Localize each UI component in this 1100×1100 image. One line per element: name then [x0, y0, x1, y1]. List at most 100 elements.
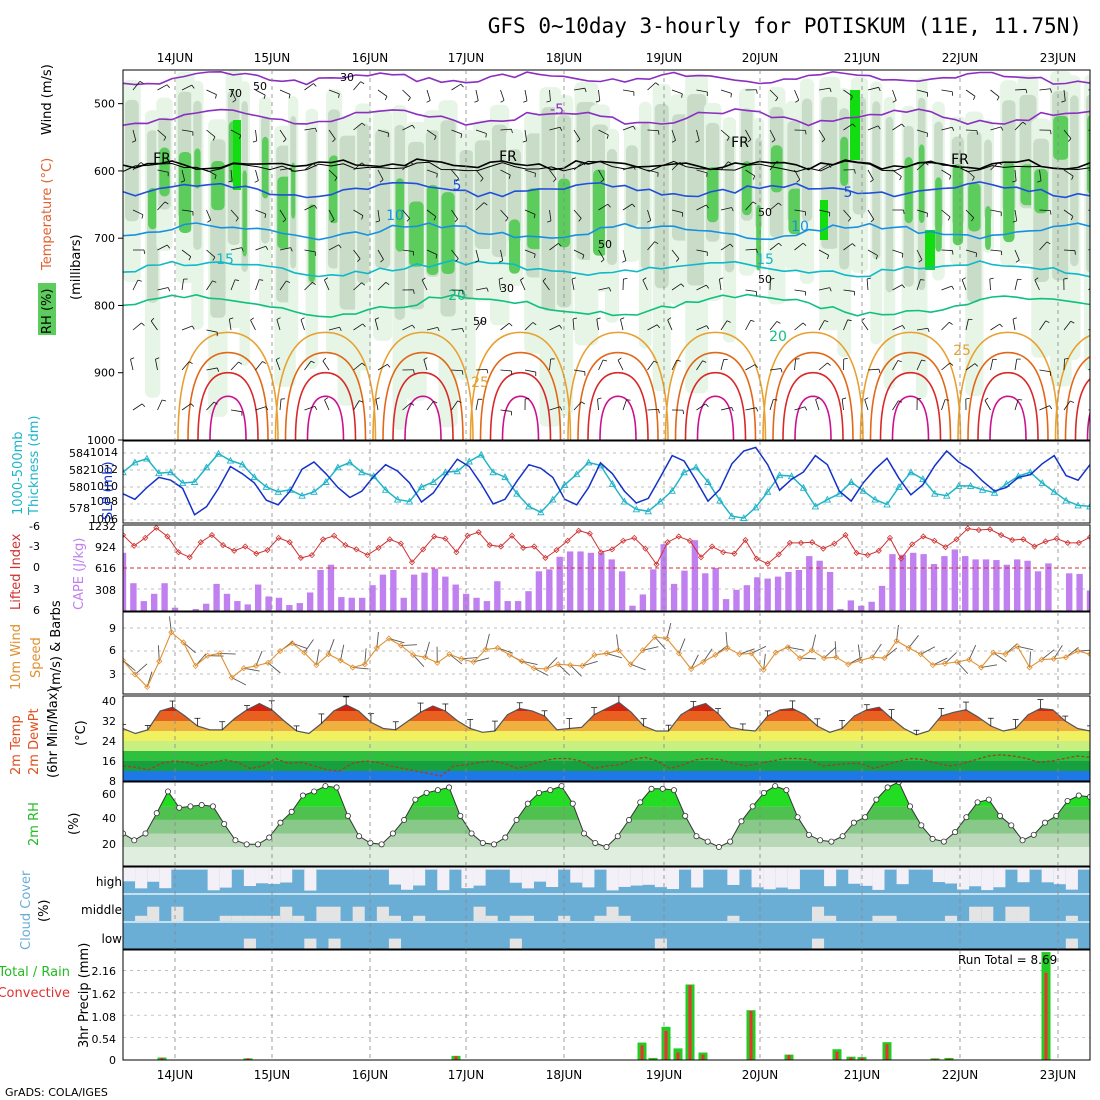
wind-barb — [377, 169, 384, 180]
wind-barb — [183, 642, 196, 654]
rh-band-mid — [507, 149, 522, 244]
cloud-cell — [243, 938, 256, 949]
wind-barb-flag — [433, 216, 437, 221]
wind-barb-flag — [265, 406, 269, 411]
wind-marker — [349, 664, 356, 671]
rh-marker — [1019, 837, 1026, 844]
li-marker — [431, 533, 438, 540]
cape-bar — [338, 597, 345, 611]
wind-marker — [688, 665, 695, 673]
wind-barb — [990, 209, 1002, 213]
cape-bar — [317, 569, 324, 611]
temp-contour-warm — [197, 371, 259, 440]
wind-marker — [289, 640, 296, 647]
temp-tick: 24 — [102, 735, 116, 748]
wind-barb — [745, 407, 757, 411]
day-label-top: 19JUN — [646, 51, 683, 65]
rh-marker — [153, 810, 160, 817]
rh-marker — [401, 816, 408, 823]
li-marker — [975, 526, 982, 534]
wind-barb — [181, 84, 193, 91]
wind-barb-flag — [596, 317, 601, 320]
thickness-marker — [274, 487, 282, 495]
thickness-marker — [835, 489, 844, 497]
thickness-marker — [346, 458, 354, 466]
wind-barb-flag — [462, 290, 464, 295]
day-label-bottom: 16JUN — [352, 1068, 389, 1082]
rh-marker — [952, 829, 959, 836]
wind-barb-flag — [902, 325, 906, 329]
wind-barb — [353, 282, 362, 291]
thickness-marker — [513, 489, 521, 497]
wind-marker — [639, 647, 646, 654]
cape-bar — [826, 571, 834, 611]
rh-band-mid — [885, 116, 894, 293]
wind-barb — [402, 161, 411, 171]
wind-barb-flag — [754, 364, 758, 368]
wind-barb — [451, 169, 459, 179]
wind-barb-flag — [163, 136, 167, 141]
temp-contour-label: FR — [731, 135, 749, 151]
wind-barb-flag — [947, 216, 951, 221]
wind-barb — [720, 359, 725, 371]
thickness-marker — [572, 470, 581, 478]
wind-barb-flag — [263, 94, 266, 100]
wind-barb-flag — [676, 359, 681, 362]
wind-barb — [1014, 399, 1019, 411]
rh-band-mid — [724, 137, 735, 273]
wind-barb-flag — [361, 122, 366, 126]
cloud-cell — [824, 915, 837, 921]
precip-total-label: Total / Rain — [0, 965, 70, 980]
wind-barb — [377, 282, 387, 291]
cape-bar — [743, 585, 751, 611]
wind-barb — [524, 129, 528, 141]
wind-marker — [446, 651, 453, 658]
wind-barb-flag — [324, 277, 328, 281]
rh-legend-swatch — [38, 283, 56, 335]
cloud-cell — [243, 867, 256, 887]
wind-barb — [671, 283, 682, 291]
rh-marker — [333, 784, 340, 791]
wind-barb — [500, 409, 512, 412]
cloud-cell — [932, 867, 945, 883]
cape-bar — [930, 564, 938, 611]
wind-barb-flag — [667, 317, 672, 321]
temp-contour-warm — [587, 371, 649, 440]
cape-bar — [754, 577, 761, 611]
thickness-marker — [1074, 501, 1082, 509]
li-marker — [1042, 538, 1049, 545]
wind-barb — [255, 361, 263, 371]
wind-barb — [867, 368, 879, 371]
wind-barb-flag — [553, 178, 557, 182]
wind-barb — [255, 169, 259, 181]
wind-barb-flag — [752, 201, 757, 205]
wind-barb — [1063, 89, 1066, 101]
rh-marker — [254, 841, 261, 848]
cape-bar — [889, 554, 896, 611]
wind-marker — [941, 660, 949, 667]
li-marker — [1020, 536, 1027, 543]
day-label-top: 20JUN — [742, 51, 779, 65]
cape-bar — [598, 552, 605, 611]
wind-barb-flag — [646, 220, 651, 223]
cloud-cell — [485, 915, 498, 921]
cloud-cell — [1005, 906, 1018, 921]
wind-barb — [279, 399, 282, 411]
wind-barb-flag — [155, 357, 160, 360]
rh-band-mid — [357, 123, 370, 284]
precip-convective-bar — [688, 985, 692, 1060]
thickness-marker — [417, 482, 426, 490]
wind-barb-flag — [989, 277, 994, 280]
cape-bar — [390, 569, 397, 611]
rh-marker — [760, 789, 767, 796]
rh-marker — [344, 812, 351, 819]
wind-barb-flag — [901, 253, 904, 258]
cape-bar — [140, 601, 147, 611]
precip-tick: 1.62 — [92, 988, 117, 1001]
wind-barb — [720, 129, 730, 138]
rh-band-mid — [640, 121, 650, 270]
wind-marker — [123, 657, 127, 664]
thickness-marker — [537, 508, 545, 516]
cloud-cell — [509, 915, 522, 921]
rh-marker — [749, 803, 756, 810]
